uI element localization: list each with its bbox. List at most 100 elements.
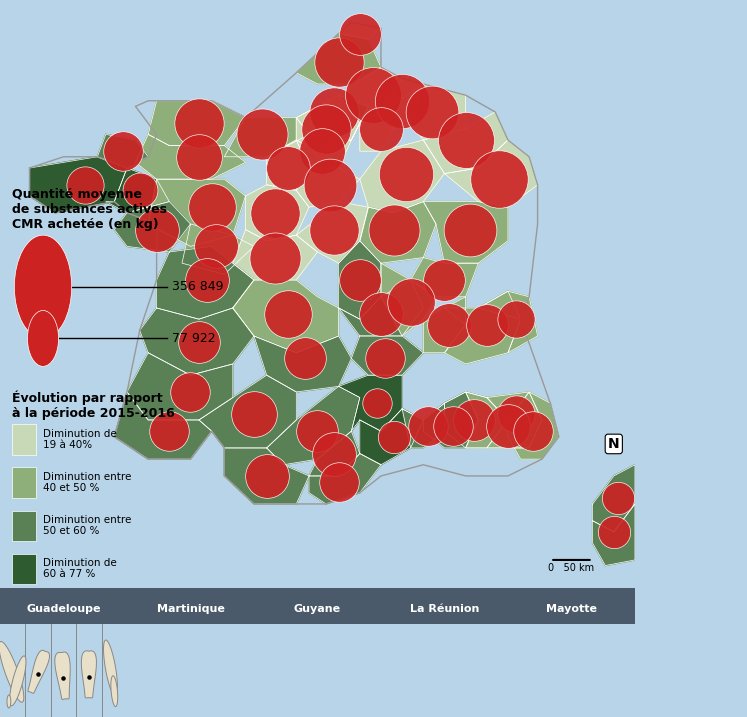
Polygon shape	[338, 22, 381, 39]
Polygon shape	[30, 157, 127, 213]
Point	[248, 409, 260, 420]
Polygon shape	[114, 392, 211, 459]
Polygon shape	[444, 392, 508, 448]
Polygon shape	[297, 168, 360, 207]
Text: Quantité moyenne
de substances actives
CMR achetée (en kg): Quantité moyenne de substances actives C…	[12, 188, 167, 231]
Point	[354, 274, 366, 285]
Polygon shape	[157, 247, 254, 319]
Point	[396, 95, 408, 107]
Point	[421, 420, 433, 432]
Polygon shape	[148, 179, 246, 247]
Point	[83, 671, 95, 683]
Point	[261, 470, 273, 482]
Text: Guadeloupe: Guadeloupe	[26, 604, 101, 614]
Polygon shape	[246, 185, 309, 241]
Point	[379, 353, 391, 364]
Point	[447, 420, 459, 432]
Point	[58, 673, 69, 684]
Polygon shape	[309, 431, 360, 476]
Point	[282, 162, 294, 174]
Text: 77 922: 77 922	[172, 332, 216, 345]
Polygon shape	[127, 353, 233, 420]
Text: La Réunion: La Réunion	[410, 604, 479, 614]
Point	[282, 308, 294, 319]
Point	[612, 493, 624, 504]
Circle shape	[14, 235, 72, 338]
Polygon shape	[360, 201, 436, 263]
Point	[202, 274, 214, 285]
Point	[332, 56, 344, 67]
Point	[527, 425, 539, 437]
Text: Diminution de
60 à 77 %: Diminution de 60 à 77 %	[43, 558, 117, 579]
Polygon shape	[7, 695, 10, 708]
Point	[375, 308, 387, 319]
Point	[193, 336, 205, 347]
Point	[329, 106, 341, 118]
Point	[371, 397, 382, 409]
Polygon shape	[97, 134, 148, 168]
Polygon shape	[360, 112, 411, 151]
Point	[332, 476, 344, 488]
Circle shape	[28, 310, 58, 366]
Text: Martinique: Martinique	[157, 604, 224, 614]
Polygon shape	[424, 392, 478, 448]
Point	[32, 669, 44, 680]
Polygon shape	[182, 224, 254, 275]
Polygon shape	[338, 375, 402, 431]
Polygon shape	[592, 504, 635, 566]
Polygon shape	[233, 229, 317, 280]
Text: Diminution entre
40 et 50 %: Diminution entre 40 et 50 %	[43, 472, 131, 493]
Point	[193, 118, 205, 129]
Point	[464, 224, 476, 235]
Polygon shape	[233, 280, 338, 353]
Text: Évolution par rapport
à la période 2015-2016: Évolution par rapport à la période 2015-…	[12, 390, 175, 419]
Point	[316, 146, 328, 157]
Polygon shape	[360, 140, 444, 213]
Point	[400, 168, 412, 179]
Polygon shape	[424, 297, 465, 353]
Point	[329, 448, 341, 460]
FancyBboxPatch shape	[12, 554, 36, 584]
Polygon shape	[338, 241, 381, 319]
Polygon shape	[81, 651, 96, 698]
Point	[494, 174, 506, 185]
Text: N: N	[608, 437, 619, 451]
FancyBboxPatch shape	[12, 467, 36, 498]
Point	[134, 185, 146, 196]
Polygon shape	[424, 112, 508, 174]
Text: Mayotte: Mayotte	[546, 604, 597, 614]
Point	[185, 386, 196, 398]
Point	[459, 134, 471, 146]
FancyBboxPatch shape	[12, 511, 36, 541]
Polygon shape	[381, 263, 436, 336]
Point	[256, 128, 268, 140]
Polygon shape	[267, 386, 360, 465]
Polygon shape	[465, 392, 542, 448]
Point	[426, 106, 438, 118]
Polygon shape	[381, 84, 465, 140]
Point	[502, 420, 514, 432]
Polygon shape	[351, 336, 424, 375]
FancyBboxPatch shape	[12, 424, 36, 455]
Point	[481, 319, 493, 331]
Point	[151, 224, 163, 235]
Polygon shape	[424, 201, 508, 263]
Point	[468, 414, 480, 426]
Point	[205, 201, 217, 213]
Text: Guyane: Guyane	[294, 604, 341, 614]
Polygon shape	[309, 454, 381, 504]
Point	[269, 207, 281, 219]
Point	[299, 353, 311, 364]
Point	[443, 319, 455, 331]
Polygon shape	[297, 95, 368, 140]
Polygon shape	[402, 403, 444, 448]
Point	[375, 123, 387, 135]
Polygon shape	[267, 140, 309, 191]
Point	[388, 224, 400, 235]
Point	[324, 179, 336, 191]
Polygon shape	[338, 67, 402, 140]
Polygon shape	[592, 465, 635, 532]
Polygon shape	[381, 78, 424, 129]
Polygon shape	[508, 392, 559, 459]
Point	[367, 90, 379, 101]
